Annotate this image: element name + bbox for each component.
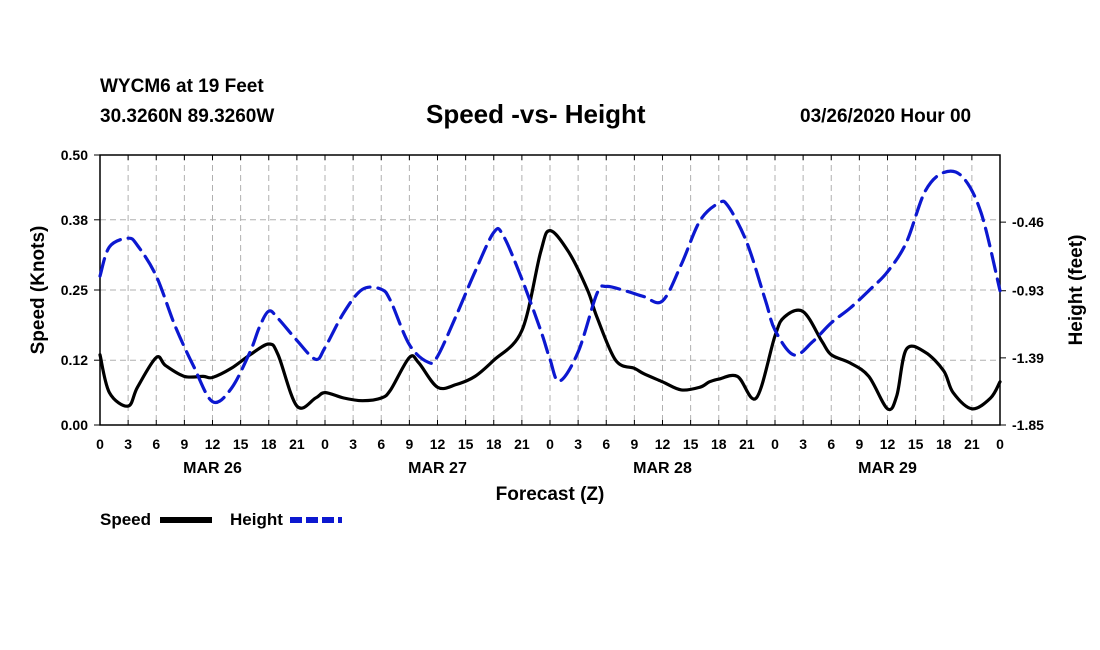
- x-tick-label: 0: [96, 436, 104, 452]
- x-tick-label: 12: [430, 436, 446, 452]
- x-tick-label: 15: [908, 436, 924, 452]
- x-tick-label: 18: [261, 436, 277, 452]
- x-tick-label: 9: [405, 436, 413, 452]
- day-label: MAR 26: [183, 460, 242, 477]
- day-label: MAR 27: [408, 460, 467, 477]
- height-series-line: [98, 169, 1002, 405]
- y2-axis-label: Height (feet): [1066, 235, 1087, 346]
- x-tick-label: 15: [458, 436, 474, 452]
- chart-title: Speed -vs- Height: [426, 99, 646, 129]
- x-tick-label: 9: [630, 436, 638, 452]
- y2-tick-label: -1.85: [1012, 417, 1044, 433]
- x-axis-label: Forecast (Z): [496, 484, 605, 505]
- x-tick-label: 0: [321, 436, 329, 452]
- x-tick-label: 9: [180, 436, 188, 452]
- x-tick-label: 15: [233, 436, 249, 452]
- day-label: MAR 28: [633, 460, 692, 477]
- y2-tick-label: -1.39: [1012, 350, 1044, 366]
- axis-labels: 0 3 6 9 12 15 18 21 0 3 6 9 12 15 18 21 0 3 6 9 12 15 18 21 0 3 6 9…: [61, 147, 1044, 477]
- y-tick-label: 0.38: [61, 212, 88, 228]
- coordinates-label: 30.3260N 89.3260W: [100, 106, 275, 127]
- x-tick-label: 21: [514, 436, 530, 452]
- x-tick-label: 15: [683, 436, 699, 452]
- x-tick-label: 12: [655, 436, 671, 452]
- x-tick-label: 9: [855, 436, 863, 452]
- x-tick-label: 3: [349, 436, 357, 452]
- speed-series-line: [98, 229, 1002, 412]
- y2-tick-label: -0.46: [1012, 214, 1044, 230]
- x-tick-label: 6: [602, 436, 610, 452]
- y-tick-label: 0.00: [61, 417, 88, 433]
- legend-speed-label: Speed: [100, 510, 151, 529]
- x-tick-label: 21: [289, 436, 305, 452]
- axis-ticks: [94, 154, 1006, 426]
- x-tick-label: 21: [964, 436, 980, 452]
- y-tick-label: 0.25: [61, 282, 88, 298]
- x-tick-label: 6: [152, 436, 160, 452]
- series-lines: [98, 169, 1002, 412]
- x-tick-label: 6: [377, 436, 385, 452]
- x-tick-label: 3: [574, 436, 582, 452]
- x-tick-label: 18: [486, 436, 502, 452]
- x-tick-label: 0: [546, 436, 554, 452]
- day-label: MAR 29: [858, 460, 917, 477]
- y-tick-label: 0.12: [61, 352, 88, 368]
- y-tick-label: 0.50: [61, 147, 88, 163]
- forecast-timestamp: 03/26/2020 Hour 00: [800, 106, 972, 127]
- x-tick-label: 12: [880, 436, 896, 452]
- x-tick-label: 3: [124, 436, 132, 452]
- y2-tick-label: -0.93: [1012, 283, 1044, 299]
- x-tick-label: 18: [711, 436, 727, 452]
- x-tick-label: 0: [771, 436, 779, 452]
- x-tick-label: 18: [936, 436, 952, 452]
- legend-height-label: Height: [230, 510, 283, 529]
- x-tick-label: 0: [996, 436, 1004, 452]
- y-axis-label: Speed (Knots): [28, 226, 49, 355]
- x-tick-label: 3: [799, 436, 807, 452]
- station-label: WYCM6 at 19 Feet: [100, 76, 264, 97]
- grid-lines: [100, 155, 1000, 425]
- x-tick-label: 21: [739, 436, 755, 452]
- x-tick-label: 12: [205, 436, 221, 452]
- legend: Speed Height: [100, 510, 342, 529]
- x-tick-label: 6: [827, 436, 835, 452]
